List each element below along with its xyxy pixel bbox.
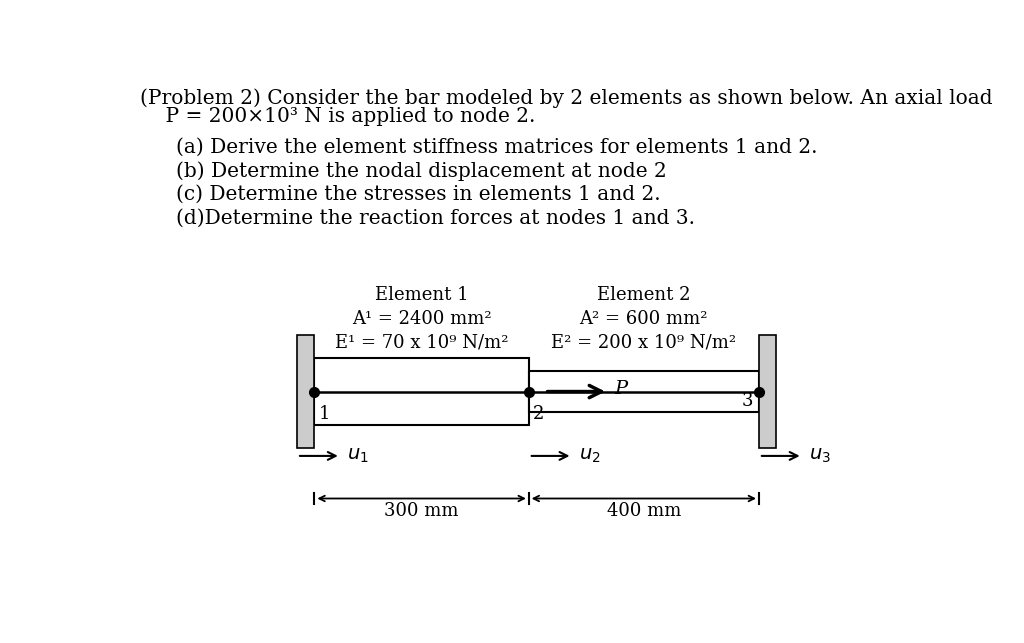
Text: (b) Determine the nodal displacement at node 2: (b) Determine the nodal displacement at … — [176, 161, 667, 181]
Bar — [528, 371, 759, 412]
Bar — [314, 358, 528, 425]
Text: E² = 200 x 10⁹ N/m²: E² = 200 x 10⁹ N/m² — [551, 334, 736, 352]
Text: (Problem 2) Consider the bar modeled by 2 elements as shown below. An axial load: (Problem 2) Consider the bar modeled by … — [140, 88, 992, 108]
Text: 3: 3 — [741, 392, 753, 410]
Text: $u_1$: $u_1$ — [347, 447, 369, 465]
Text: P = 200×10³ N is applied to node 2.: P = 200×10³ N is applied to node 2. — [140, 107, 536, 126]
Text: A¹ = 2400 mm²: A¹ = 2400 mm² — [352, 310, 492, 328]
Text: (d)Determine the reaction forces at nodes 1 and 3.: (d)Determine the reaction forces at node… — [176, 209, 694, 228]
Text: 400 mm: 400 mm — [606, 502, 681, 520]
Text: A² = 600 mm²: A² = 600 mm² — [580, 310, 708, 328]
Text: Element 2: Element 2 — [597, 286, 690, 304]
Bar — [297, 334, 314, 449]
Text: (c) Determine the stresses in elements 1 and 2.: (c) Determine the stresses in elements 1… — [176, 185, 660, 204]
Text: Element 1: Element 1 — [375, 286, 468, 304]
Text: 300 mm: 300 mm — [384, 502, 459, 520]
Text: $u_3$: $u_3$ — [809, 447, 830, 465]
Text: 1: 1 — [318, 404, 330, 422]
Text: E¹ = 70 x 10⁹ N/m²: E¹ = 70 x 10⁹ N/m² — [335, 334, 508, 352]
Bar — [759, 334, 776, 449]
Text: P: P — [614, 380, 628, 398]
Text: (a) Derive the element stiffness matrices for elements 1 and 2.: (a) Derive the element stiffness matrice… — [176, 138, 817, 156]
Text: 2: 2 — [532, 404, 544, 422]
Text: $u_2$: $u_2$ — [579, 447, 600, 465]
